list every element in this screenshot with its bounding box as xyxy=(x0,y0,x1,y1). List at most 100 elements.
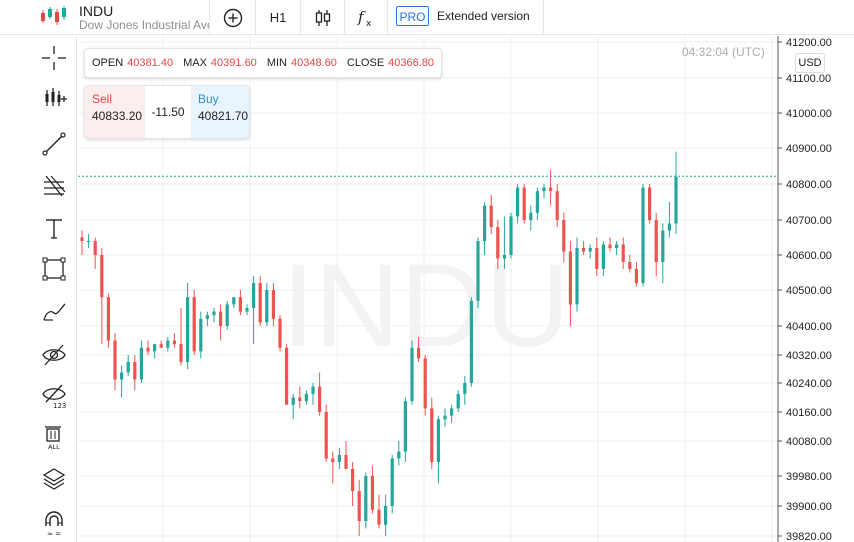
pro-badge[interactable]: PRO xyxy=(396,6,429,26)
candle-down xyxy=(172,340,176,345)
candle-down xyxy=(357,491,361,521)
candle-up xyxy=(476,241,480,301)
candle-up xyxy=(674,176,678,224)
candle-down xyxy=(133,362,137,380)
candle-down xyxy=(278,318,282,348)
candle-up xyxy=(245,308,249,312)
candle-down xyxy=(496,227,500,259)
delete-all-tool[interactable]: ALL xyxy=(39,422,69,452)
candle-down xyxy=(238,297,242,312)
svg-text:123: 123 xyxy=(53,402,66,409)
candle-down xyxy=(258,283,262,323)
candle-down xyxy=(489,205,493,227)
indicators-tool[interactable] xyxy=(40,83,70,113)
candle-up xyxy=(516,187,520,217)
candle-up xyxy=(139,347,143,380)
symbol-name[interactable]: INDU xyxy=(79,3,114,19)
candle-down xyxy=(100,255,104,298)
candle-down xyxy=(555,191,559,220)
candle-up xyxy=(212,311,216,316)
candle-up xyxy=(443,415,447,420)
hide-indicators-icon: 123 xyxy=(42,384,66,409)
y-tick-label: 40400.00 xyxy=(786,321,832,333)
y-tick-label: 40500.00 xyxy=(786,285,832,297)
candle-up xyxy=(436,419,440,462)
text-tool-icon xyxy=(46,219,62,239)
rectangle-tool[interactable] xyxy=(39,254,69,284)
close-value: 40366.80 xyxy=(388,57,435,69)
candle-up xyxy=(153,344,157,352)
candle-up xyxy=(311,386,315,394)
y-tick-label: 41100.00 xyxy=(786,73,831,85)
candle-up xyxy=(483,205,487,241)
candles-group xyxy=(80,151,678,536)
candle-down xyxy=(430,408,434,462)
indicators-icon xyxy=(45,88,67,106)
candle-down xyxy=(324,412,328,459)
candle-up xyxy=(126,362,130,373)
y-tick-label: 40240.00 xyxy=(786,378,832,390)
candle-up xyxy=(225,304,229,326)
candle-down xyxy=(93,241,97,255)
candle-down xyxy=(582,248,586,252)
text-tool[interactable] xyxy=(39,213,69,243)
fib-tool[interactable] xyxy=(39,170,69,200)
candle-up xyxy=(252,283,256,308)
magnet-tool[interactable]: ≈ = xyxy=(39,508,69,538)
interval-button[interactable]: H1 xyxy=(256,0,300,35)
price-axis[interactable]: 41200.00 41100.00 41000.00 40900.00 40800.00… xyxy=(778,37,832,542)
candle-down xyxy=(106,297,110,341)
candle-up xyxy=(641,187,645,283)
candle-down xyxy=(562,220,566,252)
svg-text:x: x xyxy=(366,19,372,29)
candle-up xyxy=(186,297,190,362)
crosshair-tool[interactable] xyxy=(39,43,69,73)
candle-up xyxy=(502,255,506,259)
price-chart[interactable]: INDU 41200.00 41100.00 41000.00 40900.00 408… xyxy=(78,36,854,542)
candle-down xyxy=(595,248,599,269)
ohlc-legend: OPEN 40381.40 MAX 40391.60 MIN 40348.60 CLO… xyxy=(84,48,443,78)
candle-down xyxy=(179,344,183,362)
brush-tool[interactable] xyxy=(39,296,69,326)
candle-down xyxy=(146,347,150,352)
open-label: OPEN xyxy=(92,57,124,69)
y-tick-label: 39820.00 xyxy=(786,531,832,542)
candlestick-type-icon xyxy=(315,9,330,26)
drawing-toolbar: 123 ALL ≈ = xyxy=(0,36,77,542)
candle-up xyxy=(601,244,605,269)
candles-logo-icon xyxy=(41,6,66,25)
hide-drawings-tool[interactable] xyxy=(39,340,69,370)
add-compare-button[interactable] xyxy=(210,0,255,35)
delete-all-icon: ALL xyxy=(45,426,61,451)
candle-down xyxy=(351,469,355,491)
candle-down xyxy=(331,458,335,462)
candle-up xyxy=(397,451,401,459)
spread-value: -11.50 xyxy=(144,86,192,138)
rectangle-icon xyxy=(42,257,66,281)
candle-up xyxy=(535,191,539,213)
trend-line-tool[interactable] xyxy=(39,129,69,159)
candle-down xyxy=(318,386,322,412)
extended-version-link[interactable]: Extended version xyxy=(437,9,530,23)
y-tick-label: 39980.00 xyxy=(786,471,832,483)
hide-indicators-tool[interactable]: 123 xyxy=(39,381,69,411)
candle-up xyxy=(410,347,414,402)
currency-button[interactable]: USD xyxy=(795,53,825,73)
buy-label: Buy xyxy=(198,92,219,106)
sell-button[interactable]: Sell 40833.20 xyxy=(85,86,144,138)
candle-down xyxy=(568,251,572,305)
candle-down xyxy=(621,244,625,262)
candle-down xyxy=(634,269,638,283)
buy-price: 40821.70 xyxy=(198,109,249,123)
buy-button[interactable]: Buy 40821.70 xyxy=(192,86,249,138)
candle-down xyxy=(298,397,302,402)
y-tick-label: 41200.00 xyxy=(786,37,832,49)
candle-down xyxy=(417,347,421,359)
y-tick-label: 40600.00 xyxy=(786,250,832,262)
candle-up xyxy=(542,187,546,192)
chart-type-button[interactable] xyxy=(301,0,344,35)
layers-tool[interactable] xyxy=(39,464,69,494)
